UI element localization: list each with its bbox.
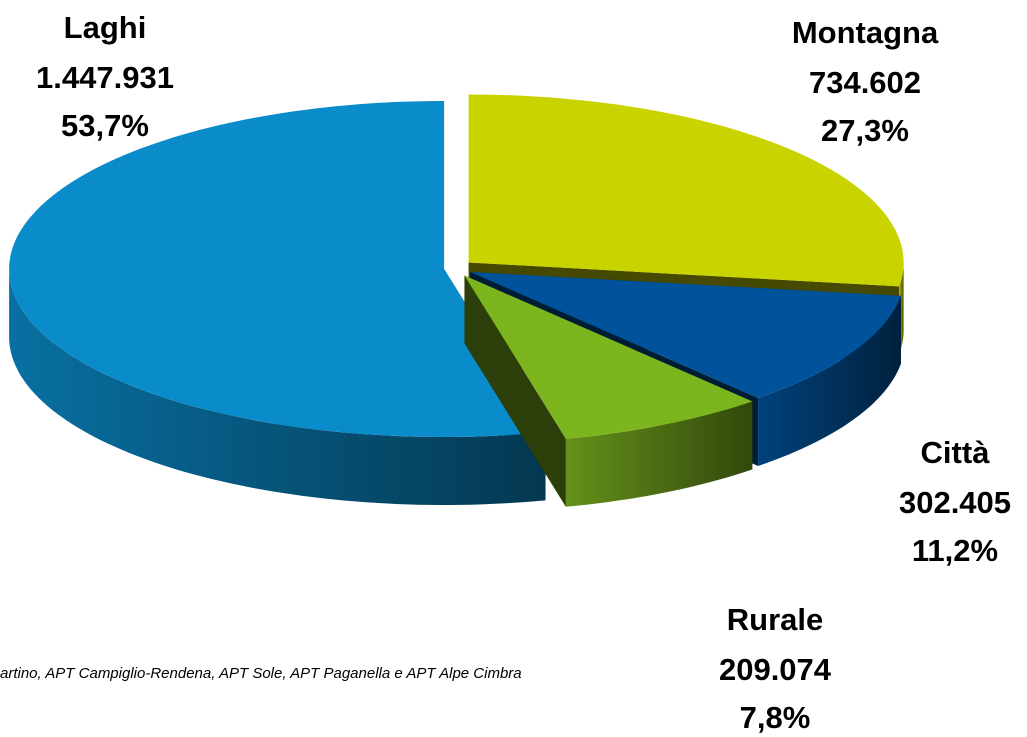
category-label: Laghi <box>64 10 147 45</box>
value-label: 734.602 <box>809 65 921 100</box>
slice-side <box>9 269 546 505</box>
category-label: Rurale <box>727 602 823 637</box>
slice-top <box>470 271 901 398</box>
slice-top <box>464 275 753 439</box>
pie <box>9 94 904 507</box>
slice-cut-wall <box>464 275 566 507</box>
source-note: artino, APT Campiglio-Rendena, APT Sole,… <box>0 665 522 682</box>
value-label: 1.447.931 <box>36 60 174 95</box>
category-label: Città <box>921 435 991 470</box>
percentage-label: 53,7% <box>61 108 149 143</box>
slice-side <box>758 295 901 466</box>
percentage-label: 7,8% <box>740 700 811 735</box>
category-label: Montagna <box>792 15 939 50</box>
slice <box>464 275 753 507</box>
value-label: 209.074 <box>719 652 832 687</box>
percentage-label: 27,3% <box>821 113 909 148</box>
slice-top <box>9 101 546 437</box>
slice-side <box>565 401 753 507</box>
percentage-label: 11,2% <box>912 533 998 568</box>
value-label: 302.405 <box>899 485 1011 520</box>
slice-top <box>468 94 904 287</box>
